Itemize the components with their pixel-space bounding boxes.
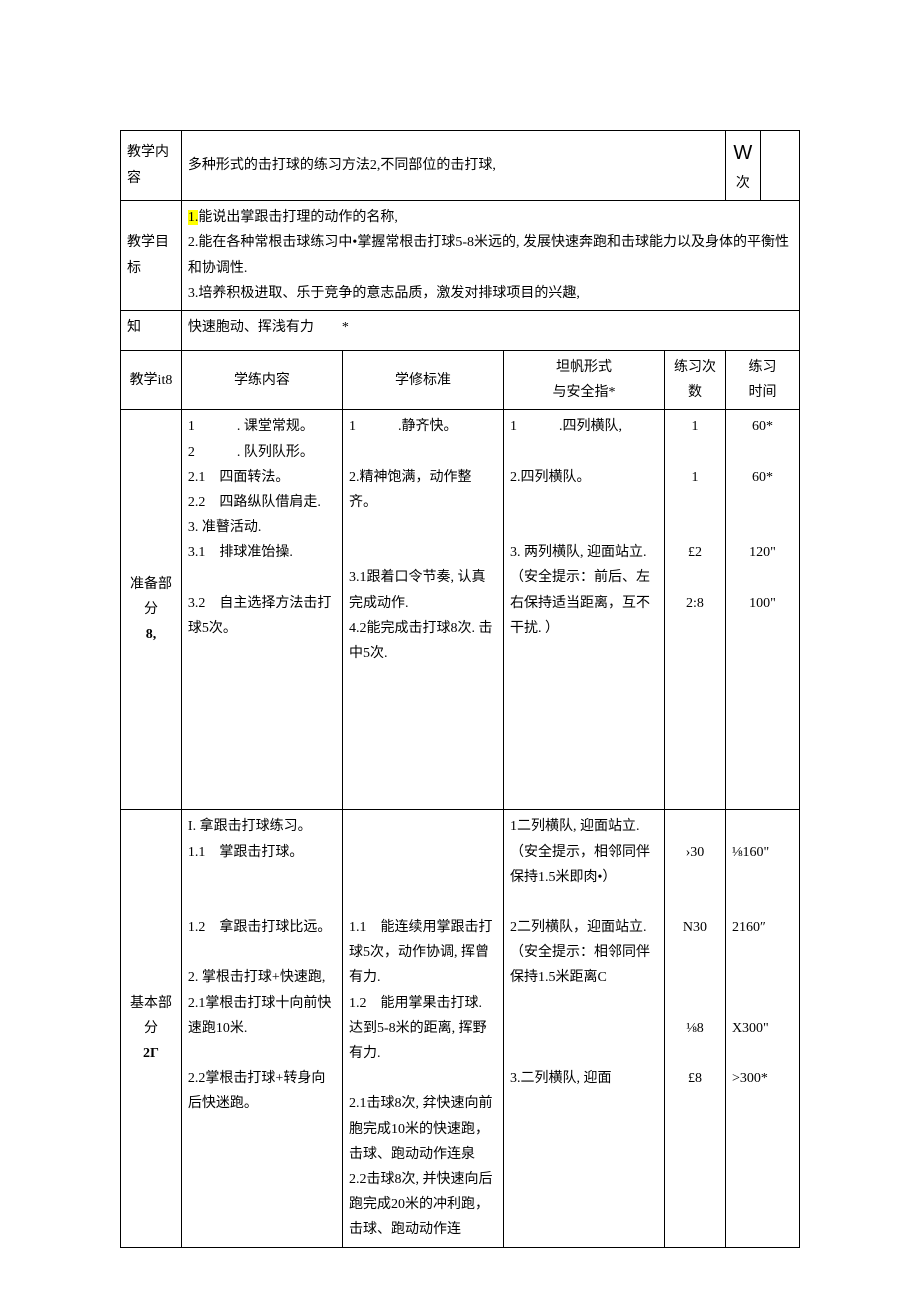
goal2-text: 2.能在各种常根击球练习中•掌握常根击打球5-8米远的, 发展快速奔跑和击球能力… — [188, 235, 789, 275]
basic-col2: I. 拿跟击打球练习。 1.1 掌跟击打球。 1.2 拿跟击打球比远。 2. 掌… — [181, 810, 342, 1247]
col4-line2: 与安全指* — [553, 385, 616, 400]
basic-section-row: 基本部分 2Γ I. 拿跟击打球练习。 1.1 掌跟击打球。 1.2 拿跟击打球… — [121, 810, 800, 1247]
col-header-stage: 教学it8 — [121, 350, 182, 409]
prep-label-1: 准备部分 — [130, 577, 172, 617]
basic-col5: ›30 N30 ⅛8 £8 — [665, 810, 726, 1247]
col-header-content: 学练内容 — [181, 350, 342, 409]
w-letter: W — [733, 142, 752, 164]
prep-col6: 60* 60* 120" 100" — [725, 410, 799, 810]
goal3-text: 3.培养积极进取、乐于竞争的意志品质，激发对排球项目的兴趣, — [188, 286, 580, 301]
basic-col4: 1二列横队, 迎面站立. （安全提示，相邻同伴保持1.5米即肉•） 2二列横队，… — [503, 810, 664, 1247]
basic-col3: 1.1 能连续用掌跟击打球5次，动作协调, 挥曾有力. 1.2 能用掌果击打球.… — [342, 810, 503, 1247]
lesson-plan-table: 教学内容 多种形式的击打球的练习方法2,不同部位的击打球, W 次 教学目标 1… — [120, 130, 800, 1248]
column-header-row: 教学it8 学练内容 学修标准 坦帆形式 与安全指* 练习次 数 练习 时间 — [121, 350, 800, 409]
prep-col5: 1 1 £2 2:8 — [665, 410, 726, 810]
prep-label: 准备部分 8, — [121, 410, 182, 810]
col-header-count: 练习次 数 — [665, 350, 726, 409]
basic-label-2: 2Γ — [143, 1046, 159, 1061]
col5-line1: 练习次 — [674, 360, 716, 375]
goal1-text: 能说出掌跟击打理的动作的名称, — [198, 210, 398, 225]
goal1-highlight: 1. — [188, 210, 199, 225]
empty-cell-1 — [760, 131, 799, 201]
header-row-knowledge: 知 快速胞动、挥浅有力 * — [121, 310, 800, 350]
col-header-time: 练习 时间 — [725, 350, 799, 409]
col5-line2: 数 — [688, 385, 702, 400]
col-header-form: 坦帆形式 与安全指* — [503, 350, 664, 409]
prep-col4: 1 .四列横队, 2.四列横队。 3. 两列横队, 迎面站立. （安全提示：前后… — [503, 410, 664, 810]
w-cell: W 次 — [725, 131, 760, 201]
col6-line2: 时间 — [748, 385, 776, 400]
label-knowledge: 知 — [121, 310, 182, 350]
label-teaching-goals: 教学目标 — [121, 201, 182, 311]
prep-section-row: 准备部分 8, 1 . 课堂常规。 2 . 队列队形。 2.1 四面转法。 2.… — [121, 410, 800, 810]
prep-col2: 1 . 课堂常规。 2 . 队列队形。 2.1 四面转法。 2.2 四路纵队借肩… — [181, 410, 342, 810]
w-sub: 次 — [736, 176, 750, 191]
knowledge-text: 快速胞动、挥浅有力 * — [181, 310, 799, 350]
basic-label: 基本部分 2Γ — [121, 810, 182, 1247]
teaching-content-text: 多种形式的击打球的练习方法2,不同部位的击打球, — [181, 131, 725, 201]
col-header-standard: 学修标准 — [342, 350, 503, 409]
col6-line1: 练习 — [748, 360, 776, 375]
prep-col3: 1 .静齐快。 2.精神饱满，动作整齐。 3.1跟着口令节奏, 认真完成动作. … — [342, 410, 503, 810]
header-row-goals: 教学目标 1.能说出掌跟击打理的动作的名称, 2.能在各种常根击球练习中•掌握常… — [121, 201, 800, 311]
label-teaching-content: 教学内容 — [121, 131, 182, 201]
prep-label-2: 8, — [146, 627, 157, 642]
col4-line1: 坦帆形式 — [556, 360, 612, 375]
basic-label-1: 基本部分 — [130, 996, 172, 1036]
basic-col6: ⅛160" 2160″ X300" >300* — [725, 810, 799, 1247]
teaching-goals-text: 1.能说出掌跟击打理的动作的名称, 2.能在各种常根击球练习中•掌握常根击打球5… — [181, 201, 799, 311]
header-row-content: 教学内容 多种形式的击打球的练习方法2,不同部位的击打球, W 次 — [121, 131, 800, 201]
